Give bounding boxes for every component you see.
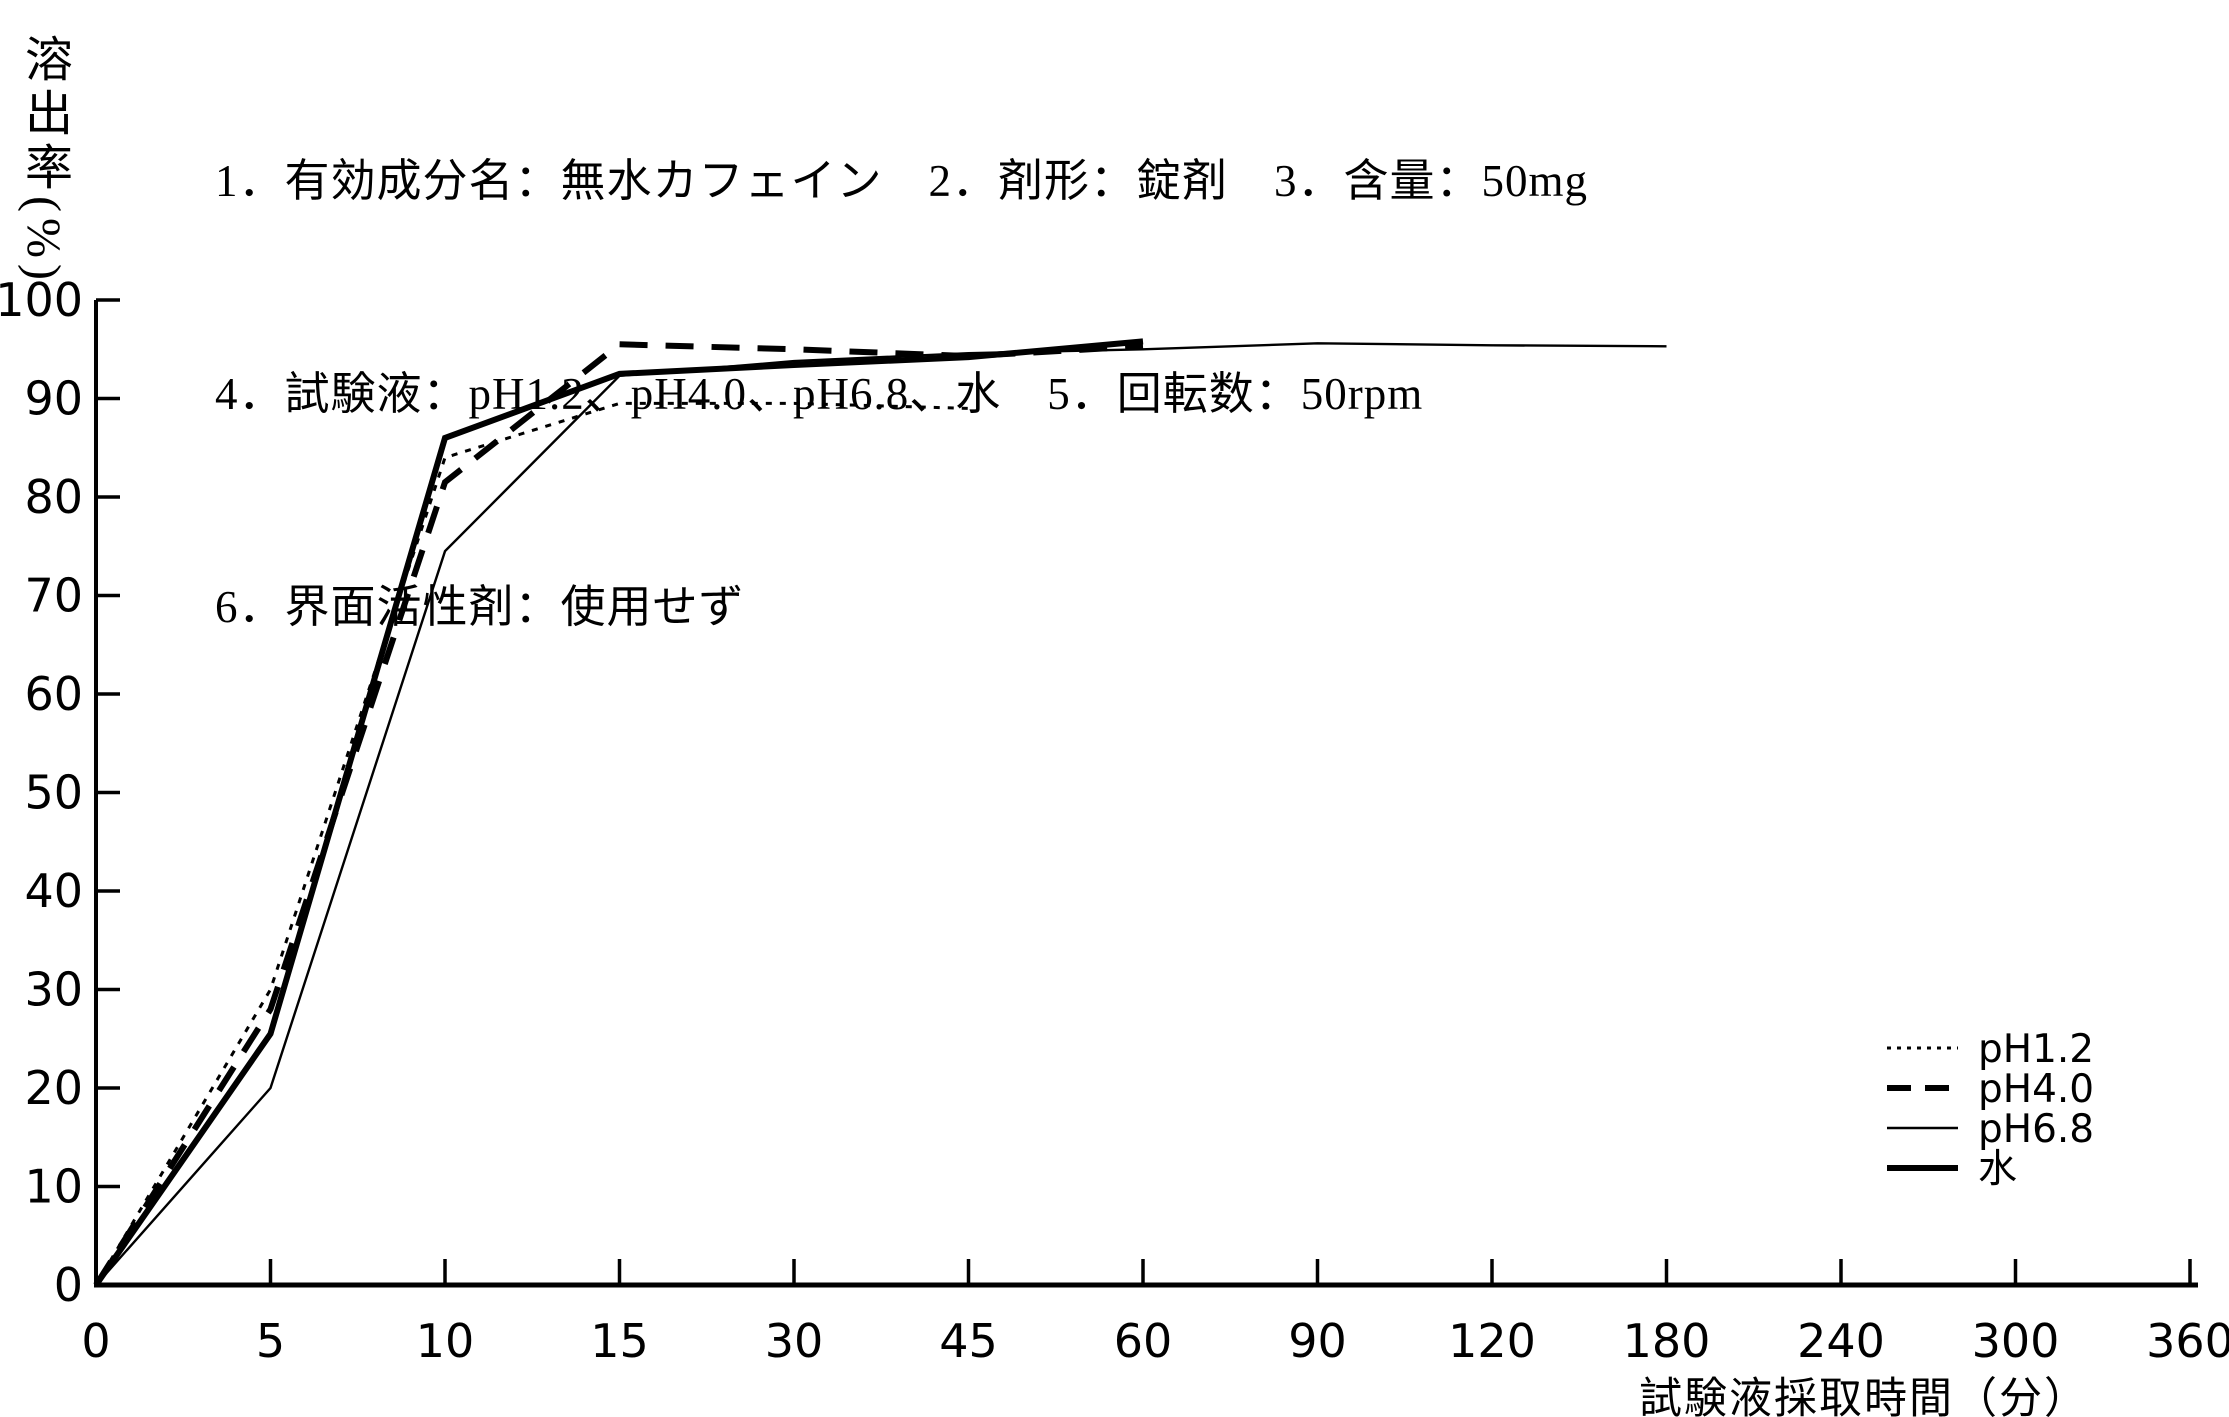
- legend-item-pH1.2: pH1.2: [1887, 1027, 2094, 1072]
- y-tick-label: 30: [24, 963, 83, 1017]
- y-tick-label: 80: [24, 470, 83, 524]
- series-line-pH6.8: [95, 342, 1667, 1286]
- legend-item-水: 水: [1887, 1147, 2017, 1192]
- y-tick-label: 10: [24, 1160, 83, 1214]
- y-tick-label: 0: [54, 1258, 83, 1312]
- x-tick-label: 45: [939, 1314, 998, 1368]
- y-axis-title: 溶出率(%): [17, 34, 70, 286]
- x-tick-label: 90: [1288, 1314, 1347, 1368]
- legend-item-pH4.0: pH4.0: [1887, 1067, 2094, 1112]
- x-tick-label: 60: [1114, 1314, 1173, 1368]
- x-axis-title: 試験液採取時間（分）: [1639, 1376, 2089, 1417]
- x-tick-label: 30: [765, 1314, 824, 1368]
- x-tick-label: 300: [1972, 1314, 2060, 1368]
- x-tick-label: 10: [416, 1314, 475, 1368]
- series-line-pH4.0: [93, 341, 1144, 1287]
- header-line-1: 1．有効成分名：無水カフェイン 2．剤形：錠剤 3．含量：50mg: [215, 156, 1589, 206]
- x-tick-label: 240: [1797, 1314, 1885, 1368]
- y-tick-label: 40: [24, 864, 83, 918]
- y-tick-label: 100: [0, 273, 83, 327]
- legend-label-水: 水: [1978, 1147, 2017, 1192]
- y-tick-label: 90: [24, 372, 83, 426]
- header-line-3: 6．界面活性剤：使用せず: [215, 582, 745, 632]
- y-tick-label: 70: [24, 569, 83, 623]
- x-tick-label: 5: [256, 1314, 285, 1368]
- legend-label-pH1.2: pH1.2: [1978, 1027, 2094, 1072]
- y-tick-label: 20: [24, 1061, 83, 1115]
- x-tick-label: 120: [1448, 1314, 1536, 1368]
- legend-item-pH6.8: pH6.8: [1887, 1107, 2094, 1152]
- y-tick-label: 60: [24, 667, 83, 721]
- series-line-pH1.2: [94, 401, 969, 1286]
- x-tick-label: 15: [590, 1314, 649, 1368]
- x-tick-label: 0: [81, 1314, 110, 1368]
- x-tick-label: 360: [2146, 1314, 2229, 1368]
- x-tick-label: 180: [1623, 1314, 1711, 1368]
- legend-label-pH6.8: pH6.8: [1978, 1107, 2094, 1152]
- legend-label-pH4.0: pH4.0: [1978, 1067, 2094, 1112]
- y-tick-label: 50: [24, 766, 83, 820]
- series-line-水: [93, 338, 1144, 1287]
